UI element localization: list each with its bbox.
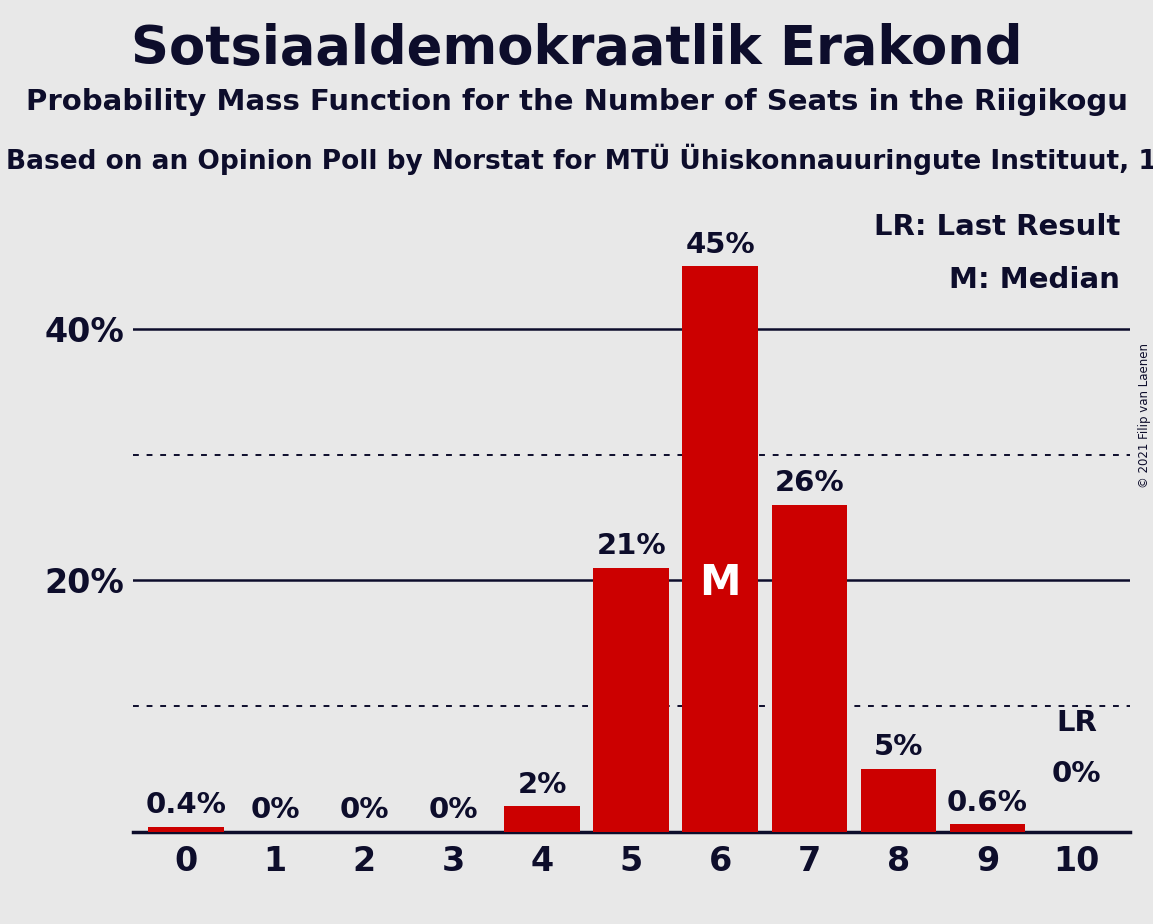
Text: Sotsiaaldemokraatlik Erakond: Sotsiaaldemokraatlik Erakond bbox=[130, 23, 1023, 75]
Bar bbox=[860, 769, 936, 832]
Text: 26%: 26% bbox=[775, 469, 844, 497]
Text: 0.4%: 0.4% bbox=[145, 791, 226, 819]
Text: 0%: 0% bbox=[429, 796, 478, 824]
Bar bbox=[504, 807, 580, 832]
Text: 0%: 0% bbox=[339, 796, 389, 824]
Text: Probability Mass Function for the Number of Seats in the Riigikogu: Probability Mass Function for the Number… bbox=[25, 88, 1128, 116]
Text: 2%: 2% bbox=[518, 771, 567, 799]
Text: M: Median: M: Median bbox=[949, 266, 1120, 294]
Text: 0%: 0% bbox=[250, 796, 300, 824]
Text: 45%: 45% bbox=[686, 231, 755, 259]
Text: LR: LR bbox=[1056, 710, 1097, 737]
Text: Based on an Opinion Poll by Norstat for MTÜ Ühiskonnauuringute Instituut, 13–19 : Based on an Opinion Poll by Norstat for … bbox=[6, 143, 1153, 175]
Bar bbox=[594, 567, 669, 832]
Text: LR: Last Result: LR: Last Result bbox=[874, 213, 1120, 241]
Text: 0.6%: 0.6% bbox=[947, 788, 1028, 817]
Text: 0%: 0% bbox=[1052, 760, 1101, 787]
Text: 5%: 5% bbox=[874, 734, 924, 761]
Bar bbox=[771, 505, 847, 832]
Bar bbox=[950, 824, 1025, 832]
Text: M: M bbox=[700, 562, 741, 603]
Bar bbox=[149, 827, 224, 832]
Text: © 2021 Filip van Laenen: © 2021 Filip van Laenen bbox=[1138, 344, 1151, 488]
Text: 21%: 21% bbox=[596, 532, 666, 560]
Bar bbox=[683, 266, 759, 832]
